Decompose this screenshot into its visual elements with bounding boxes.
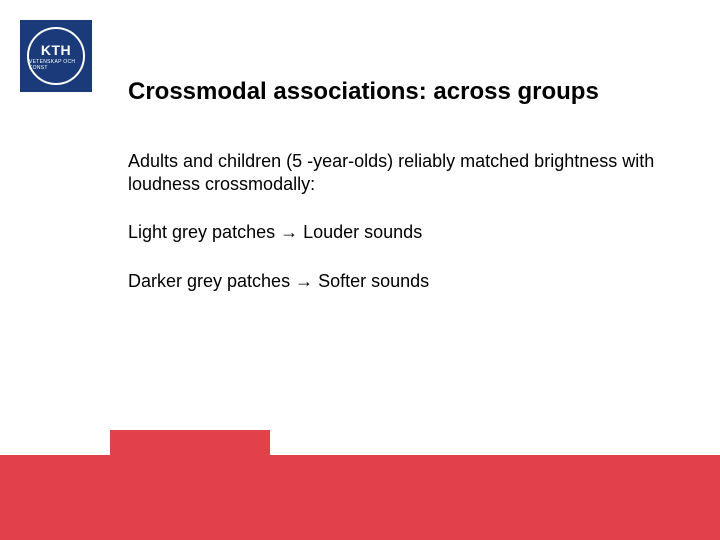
slide-title: Crossmodal associations: across groups bbox=[128, 78, 680, 106]
kth-logo-ring: KTH VETENSKAP OCH KONST bbox=[27, 27, 85, 85]
slide-body: Adults and children (5 -year-olds) relia… bbox=[128, 150, 660, 318]
body-paragraph-2: Light grey patches → Louder sounds bbox=[128, 221, 660, 244]
body-paragraph-3: Darker grey patches → Softer sounds bbox=[128, 270, 660, 293]
body-paragraph-1: Adults and children (5 -year-olds) relia… bbox=[128, 150, 660, 195]
kth-logo-text: KTH bbox=[41, 42, 71, 58]
accent-block bbox=[110, 430, 270, 456]
kth-logo: KTH VETENSKAP OCH KONST bbox=[20, 20, 92, 92]
slide: KTH VETENSKAP OCH KONST Crossmodal assoc… bbox=[0, 0, 720, 540]
footer-accent-bar bbox=[0, 455, 720, 540]
kth-logo-subtext: VETENSKAP OCH KONST bbox=[29, 59, 83, 71]
